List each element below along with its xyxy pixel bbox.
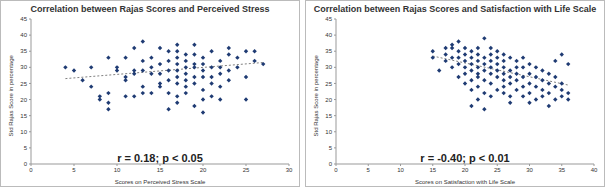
html-text:r = 0.18; p < 0.05: r = 0.18; p < 0.05 (117, 152, 203, 164)
svg-text:0: 0 (24, 161, 28, 167)
svg-text:10: 10 (114, 167, 121, 173)
html-text:r = -0.40; p < 0.01: r = -0.40; p < 0.01 (420, 152, 510, 164)
svg-text:35: 35 (558, 167, 565, 173)
svg-text:40: 40 (20, 32, 27, 38)
svg-text:5: 5 (367, 167, 371, 173)
svg-text:Std Rajas Score in percentage: Std Rajas Score in percentage (8, 54, 14, 136)
svg-text:10: 10 (325, 129, 332, 135)
html-text:Correlation between Rajas Scor: Correlation between Rajas Scores and Per… (30, 4, 270, 14)
svg-text:25: 25 (325, 81, 332, 87)
svg-text:0: 0 (329, 161, 333, 167)
svg-text:5: 5 (24, 145, 28, 151)
svg-text:0: 0 (334, 167, 338, 173)
svg-text:10: 10 (20, 129, 27, 135)
svg-text:35: 35 (20, 48, 27, 54)
svg-text:40: 40 (591, 167, 597, 173)
svg-text:15: 15 (20, 113, 27, 119)
svg-text:15: 15 (325, 113, 332, 119)
svg-text:5: 5 (329, 145, 333, 151)
svg-text:30: 30 (325, 64, 332, 70)
svg-text:15: 15 (429, 167, 436, 173)
svg-text:30: 30 (286, 167, 293, 173)
svg-text:5: 5 (72, 167, 76, 173)
svg-text:Scores on Satisfaction with Li: Scores on Satisfaction with Life Scale (415, 179, 516, 185)
html-text:Correlation between Rajas Scor: Correlation between Rajas Scores and Sat… (313, 4, 597, 14)
svg-text:20: 20 (200, 167, 207, 173)
svg-text:45: 45 (325, 16, 332, 22)
svg-text:30: 30 (526, 167, 533, 173)
svg-text:20: 20 (325, 97, 332, 103)
svg-text:15: 15 (157, 167, 164, 173)
svg-text:25: 25 (20, 81, 27, 87)
svg-text:10: 10 (397, 167, 404, 173)
svg-text:25: 25 (494, 167, 501, 173)
svg-text:45: 45 (20, 16, 27, 22)
svg-text:25: 25 (243, 167, 250, 173)
svg-text:Scores on Perceived Stress Sca: Scores on Perceived Stress Scale (115, 179, 206, 185)
svg-text:0: 0 (29, 167, 33, 173)
svg-text:35: 35 (325, 48, 332, 54)
svg-text:20: 20 (462, 167, 469, 173)
svg-text:30: 30 (20, 64, 27, 70)
svg-text:20: 20 (20, 97, 27, 103)
svg-text:Std Rajas Score in percentage: Std Rajas Score in percentage (313, 54, 319, 136)
svg-text:40: 40 (325, 32, 332, 38)
